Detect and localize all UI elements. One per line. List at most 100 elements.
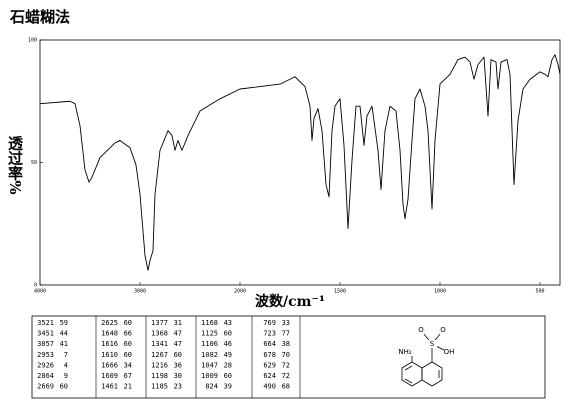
table-cell: 2669	[37, 383, 54, 391]
table-cell: 1168	[201, 319, 218, 327]
table-cell: 77	[282, 330, 290, 338]
table-cell: 1648	[101, 330, 118, 338]
table-cell: 1198	[151, 372, 168, 380]
x-axis-label: 波数/cm⁻¹	[255, 293, 325, 310]
table-cell: 31	[174, 319, 182, 327]
spectrum-line	[39, 54, 561, 271]
table-cell: 70	[282, 351, 290, 359]
table-cell: 59	[60, 319, 68, 327]
table-cell: 1267	[151, 351, 168, 359]
y-tick-label: 0	[34, 283, 37, 289]
table-cell: 664	[263, 340, 276, 348]
table-cell: 1610	[101, 351, 118, 359]
table-cell: 1009	[201, 372, 218, 380]
table-cell: 824	[205, 383, 218, 391]
table-cell: 1377	[151, 319, 168, 327]
table-cell: 41	[60, 340, 68, 348]
table-cell: 21	[124, 383, 132, 391]
structure-label: OH	[444, 348, 455, 356]
x-tick-label: 500	[535, 289, 544, 295]
table-cell: 678	[263, 351, 276, 359]
table-cell: 3057	[37, 340, 54, 348]
label-bg	[416, 326, 426, 334]
bond	[404, 365, 413, 371]
table-cell: 3521	[37, 319, 54, 327]
table-cell: 1368	[151, 330, 168, 338]
x-tick-label: 1000	[434, 289, 446, 295]
table-cell: 33	[282, 319, 290, 327]
table-cell: 60	[224, 372, 232, 380]
label-bg	[400, 348, 410, 356]
table-cell: 46	[224, 340, 232, 348]
table-cell: 60	[124, 351, 132, 359]
bond	[404, 378, 413, 384]
table-cell: 28	[224, 361, 232, 369]
plot-frame	[39, 39, 561, 286]
table-cell: 60	[174, 351, 182, 359]
table-cell: 36	[174, 361, 182, 369]
table-cell: 38	[282, 340, 290, 348]
table-cell: 2953	[37, 351, 54, 359]
table-cell: 624	[263, 372, 276, 380]
table-cell: 769	[263, 319, 276, 327]
x-tick-label: 3000	[134, 289, 146, 295]
table-cell: 1185	[151, 383, 168, 391]
structure-labels: O OS NH₂ OH	[398, 326, 454, 356]
x-tick-label: 2000	[234, 289, 246, 295]
table-cell: 1047	[201, 361, 218, 369]
table-cell: 68	[282, 383, 290, 391]
table-cell: 67	[124, 372, 132, 380]
table-cell: 23	[174, 383, 182, 391]
table-cell: 1666	[101, 361, 118, 369]
structure-label: O	[418, 326, 424, 334]
table-cell: 60	[224, 330, 232, 338]
table-cell: 1341	[151, 340, 168, 348]
y-tick-label: 50	[31, 160, 37, 166]
x-tick-label: 4000	[34, 289, 46, 295]
chart-title: 石蜡糊法	[9, 8, 70, 26]
table-cell: 1125	[201, 330, 218, 338]
y-tick-label: 100	[28, 38, 37, 44]
label-bg	[438, 326, 448, 334]
table-cell: 43	[224, 319, 232, 327]
table-cell: 629	[263, 361, 276, 369]
table-cell: 490	[263, 383, 276, 391]
table-cell: 9	[64, 372, 68, 380]
table-cell: 60	[124, 340, 132, 348]
table-cell: 1616	[101, 340, 118, 348]
structure-label: O	[440, 326, 446, 334]
table-cell: 7	[64, 351, 68, 359]
table-cell: 47	[174, 340, 182, 348]
table-cell: 60	[60, 383, 68, 391]
ring	[401, 361, 423, 387]
table-cell: 44	[60, 330, 68, 338]
table-frame	[31, 315, 546, 399]
table-cell: 60	[124, 319, 132, 327]
table-cell: 1216	[151, 361, 168, 369]
table-cell: 1106	[201, 340, 218, 348]
table-cell: 3451	[37, 330, 54, 338]
table-cell: 1609	[101, 372, 118, 380]
table-cell: 66	[124, 330, 132, 338]
table-cell: 4	[64, 361, 68, 369]
table-cell: 2864	[37, 372, 54, 380]
table-cell: 30	[174, 372, 182, 380]
table-cell: 39	[224, 383, 232, 391]
structure-label: NH₂	[398, 348, 412, 356]
structure-label: S	[430, 340, 435, 348]
table-cell: 2926	[37, 361, 54, 369]
table-cell: 72	[282, 361, 290, 369]
table-cell: 72	[282, 372, 290, 380]
table-cell: 47	[174, 330, 182, 338]
table-cell: 34	[124, 361, 132, 369]
label-bg	[444, 348, 454, 356]
table-cell: 1082	[201, 351, 218, 359]
table-cell: 49	[224, 351, 232, 359]
structure	[401, 333, 445, 387]
y-axis-label: 透过率%	[6, 135, 24, 194]
table-cell: 2625	[101, 319, 118, 327]
x-tick-label: 1500	[334, 289, 346, 295]
table-cell: 723	[263, 330, 276, 338]
table-cell: 1461	[101, 383, 118, 391]
